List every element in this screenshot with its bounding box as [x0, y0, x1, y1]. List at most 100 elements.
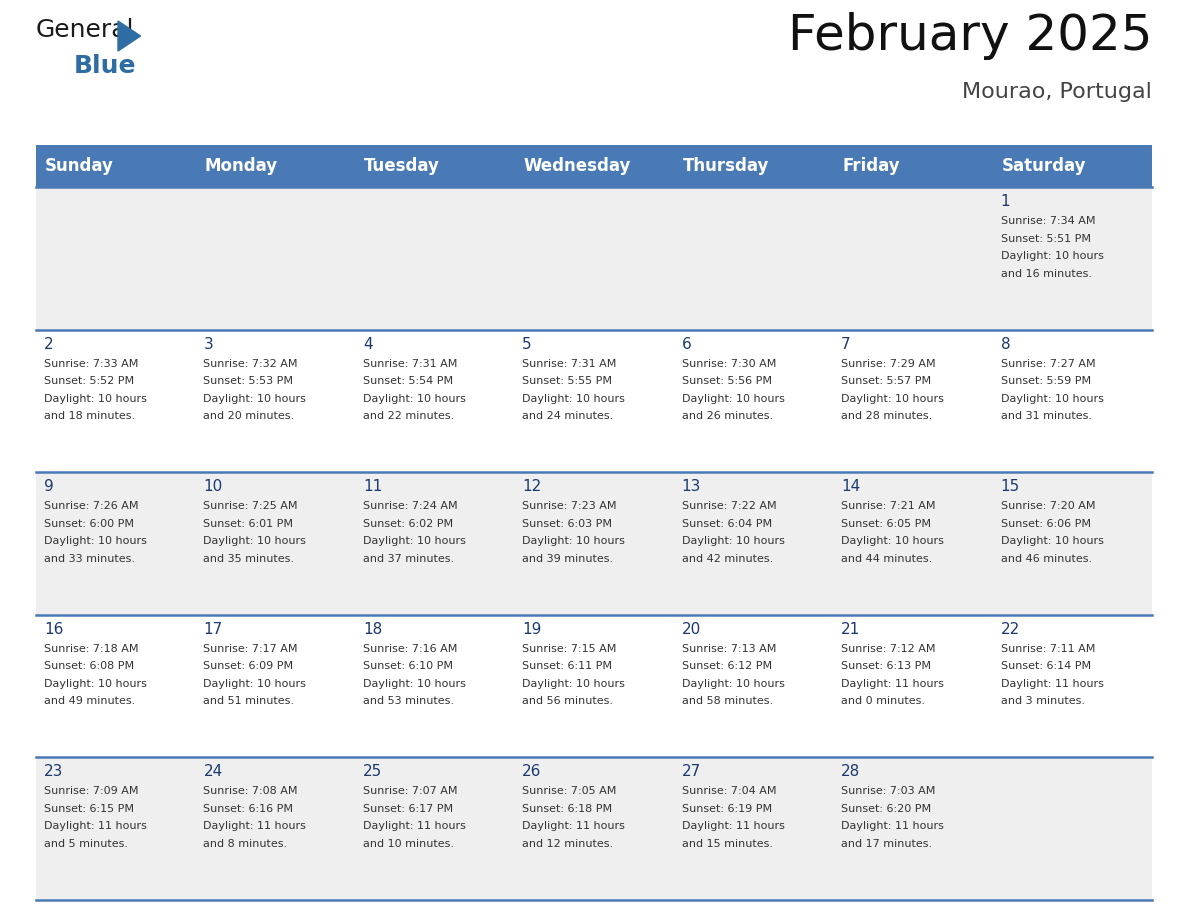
Text: and 51 minutes.: and 51 minutes.	[203, 696, 295, 706]
Text: 9: 9	[44, 479, 53, 494]
Text: Sunrise: 7:12 AM: Sunrise: 7:12 AM	[841, 644, 936, 654]
Text: Sunrise: 7:17 AM: Sunrise: 7:17 AM	[203, 644, 298, 654]
Text: Sunset: 6:08 PM: Sunset: 6:08 PM	[44, 661, 134, 671]
Text: Wednesday: Wednesday	[523, 157, 631, 175]
Text: Sunset: 6:09 PM: Sunset: 6:09 PM	[203, 661, 293, 671]
Text: 27: 27	[682, 765, 701, 779]
Text: and 44 minutes.: and 44 minutes.	[841, 554, 933, 564]
Text: 20: 20	[682, 621, 701, 637]
Text: Daylight: 10 hours: Daylight: 10 hours	[841, 536, 944, 546]
Text: Daylight: 10 hours: Daylight: 10 hours	[1000, 251, 1104, 261]
Text: and 53 minutes.: and 53 minutes.	[362, 696, 454, 706]
Text: 3: 3	[203, 337, 213, 352]
Text: Sunrise: 7:21 AM: Sunrise: 7:21 AM	[841, 501, 936, 511]
Bar	[992, 615, 1152, 757]
Text: Sunset: 5:59 PM: Sunset: 5:59 PM	[1000, 376, 1091, 386]
Polygon shape	[118, 21, 140, 51]
Text: Sunset: 6:00 PM: Sunset: 6:00 PM	[44, 519, 134, 529]
Text: 10: 10	[203, 479, 222, 494]
Text: Daylight: 10 hours: Daylight: 10 hours	[362, 394, 466, 404]
Text: Daylight: 10 hours: Daylight: 10 hours	[203, 536, 307, 546]
Text: Sunrise: 7:23 AM: Sunrise: 7:23 AM	[523, 501, 617, 511]
Text: 14: 14	[841, 479, 860, 494]
Text: 1: 1	[1000, 194, 1010, 209]
Text: Sunrise: 7:30 AM: Sunrise: 7:30 AM	[682, 359, 776, 369]
Bar	[196, 330, 355, 472]
Bar	[355, 615, 514, 757]
Bar	[514, 145, 674, 187]
Bar	[992, 757, 1152, 900]
Text: Sunset: 6:05 PM: Sunset: 6:05 PM	[841, 519, 931, 529]
Text: 13: 13	[682, 479, 701, 494]
Text: and 20 minutes.: and 20 minutes.	[203, 411, 295, 421]
Text: Sunrise: 7:25 AM: Sunrise: 7:25 AM	[203, 501, 298, 511]
Text: Daylight: 10 hours: Daylight: 10 hours	[682, 678, 784, 688]
Text: Sunrise: 7:15 AM: Sunrise: 7:15 AM	[523, 644, 617, 654]
Text: Sunset: 5:57 PM: Sunset: 5:57 PM	[841, 376, 931, 386]
Text: 24: 24	[203, 765, 222, 779]
Text: Sunrise: 7:29 AM: Sunrise: 7:29 AM	[841, 359, 936, 369]
Bar	[355, 187, 514, 330]
Text: 4: 4	[362, 337, 373, 352]
Text: Sunrise: 7:31 AM: Sunrise: 7:31 AM	[362, 359, 457, 369]
Text: Sunrise: 7:03 AM: Sunrise: 7:03 AM	[841, 787, 935, 797]
Text: Sunset: 6:19 PM: Sunset: 6:19 PM	[682, 804, 772, 814]
Bar	[196, 145, 355, 187]
Bar	[674, 615, 833, 757]
Text: 17: 17	[203, 621, 222, 637]
Text: Daylight: 10 hours: Daylight: 10 hours	[1000, 536, 1104, 546]
Text: 7: 7	[841, 337, 851, 352]
Bar	[36, 187, 196, 330]
Text: and 12 minutes.: and 12 minutes.	[523, 839, 613, 849]
Text: Daylight: 10 hours: Daylight: 10 hours	[362, 536, 466, 546]
Text: Sunset: 6:03 PM: Sunset: 6:03 PM	[523, 519, 612, 529]
Text: Sunrise: 7:22 AM: Sunrise: 7:22 AM	[682, 501, 776, 511]
Text: Saturday: Saturday	[1001, 157, 1086, 175]
Bar	[514, 187, 674, 330]
Bar	[196, 187, 355, 330]
Bar	[355, 472, 514, 615]
Text: and 37 minutes.: and 37 minutes.	[362, 554, 454, 564]
Text: Sunset: 5:52 PM: Sunset: 5:52 PM	[44, 376, 134, 386]
Bar	[196, 472, 355, 615]
Text: and 31 minutes.: and 31 minutes.	[1000, 411, 1092, 421]
Text: and 24 minutes.: and 24 minutes.	[523, 411, 613, 421]
Text: Daylight: 10 hours: Daylight: 10 hours	[523, 394, 625, 404]
Text: and 5 minutes.: and 5 minutes.	[44, 839, 128, 849]
Bar	[833, 472, 992, 615]
Text: and 28 minutes.: and 28 minutes.	[841, 411, 933, 421]
Text: Sunset: 6:14 PM: Sunset: 6:14 PM	[1000, 661, 1091, 671]
Text: Sunset: 6:15 PM: Sunset: 6:15 PM	[44, 804, 134, 814]
Text: and 58 minutes.: and 58 minutes.	[682, 696, 773, 706]
Text: General: General	[36, 18, 134, 42]
Text: Sunrise: 7:20 AM: Sunrise: 7:20 AM	[1000, 501, 1095, 511]
Text: 22: 22	[1000, 621, 1019, 637]
Bar	[36, 757, 196, 900]
Text: 26: 26	[523, 765, 542, 779]
Text: February 2025: February 2025	[788, 12, 1152, 60]
Text: Sunset: 5:53 PM: Sunset: 5:53 PM	[203, 376, 293, 386]
Text: Daylight: 11 hours: Daylight: 11 hours	[841, 678, 944, 688]
Text: Blue: Blue	[74, 54, 137, 78]
Text: Sunrise: 7:05 AM: Sunrise: 7:05 AM	[523, 787, 617, 797]
Bar	[674, 472, 833, 615]
Text: Sunset: 6:04 PM: Sunset: 6:04 PM	[682, 519, 772, 529]
Text: 21: 21	[841, 621, 860, 637]
Bar	[833, 615, 992, 757]
Text: and 39 minutes.: and 39 minutes.	[523, 554, 613, 564]
Text: Sunset: 5:54 PM: Sunset: 5:54 PM	[362, 376, 453, 386]
Text: and 22 minutes.: and 22 minutes.	[362, 411, 454, 421]
Text: Sunrise: 7:34 AM: Sunrise: 7:34 AM	[1000, 216, 1095, 226]
Text: 2: 2	[44, 337, 53, 352]
Text: Daylight: 10 hours: Daylight: 10 hours	[44, 536, 147, 546]
Text: and 56 minutes.: and 56 minutes.	[523, 696, 613, 706]
Bar	[833, 757, 992, 900]
Text: 28: 28	[841, 765, 860, 779]
Text: and 8 minutes.: and 8 minutes.	[203, 839, 287, 849]
Text: 23: 23	[44, 765, 63, 779]
Text: 15: 15	[1000, 479, 1019, 494]
Text: Sunset: 6:12 PM: Sunset: 6:12 PM	[682, 661, 772, 671]
Bar	[36, 330, 196, 472]
Text: and 33 minutes.: and 33 minutes.	[44, 554, 135, 564]
Text: Daylight: 10 hours: Daylight: 10 hours	[44, 394, 147, 404]
